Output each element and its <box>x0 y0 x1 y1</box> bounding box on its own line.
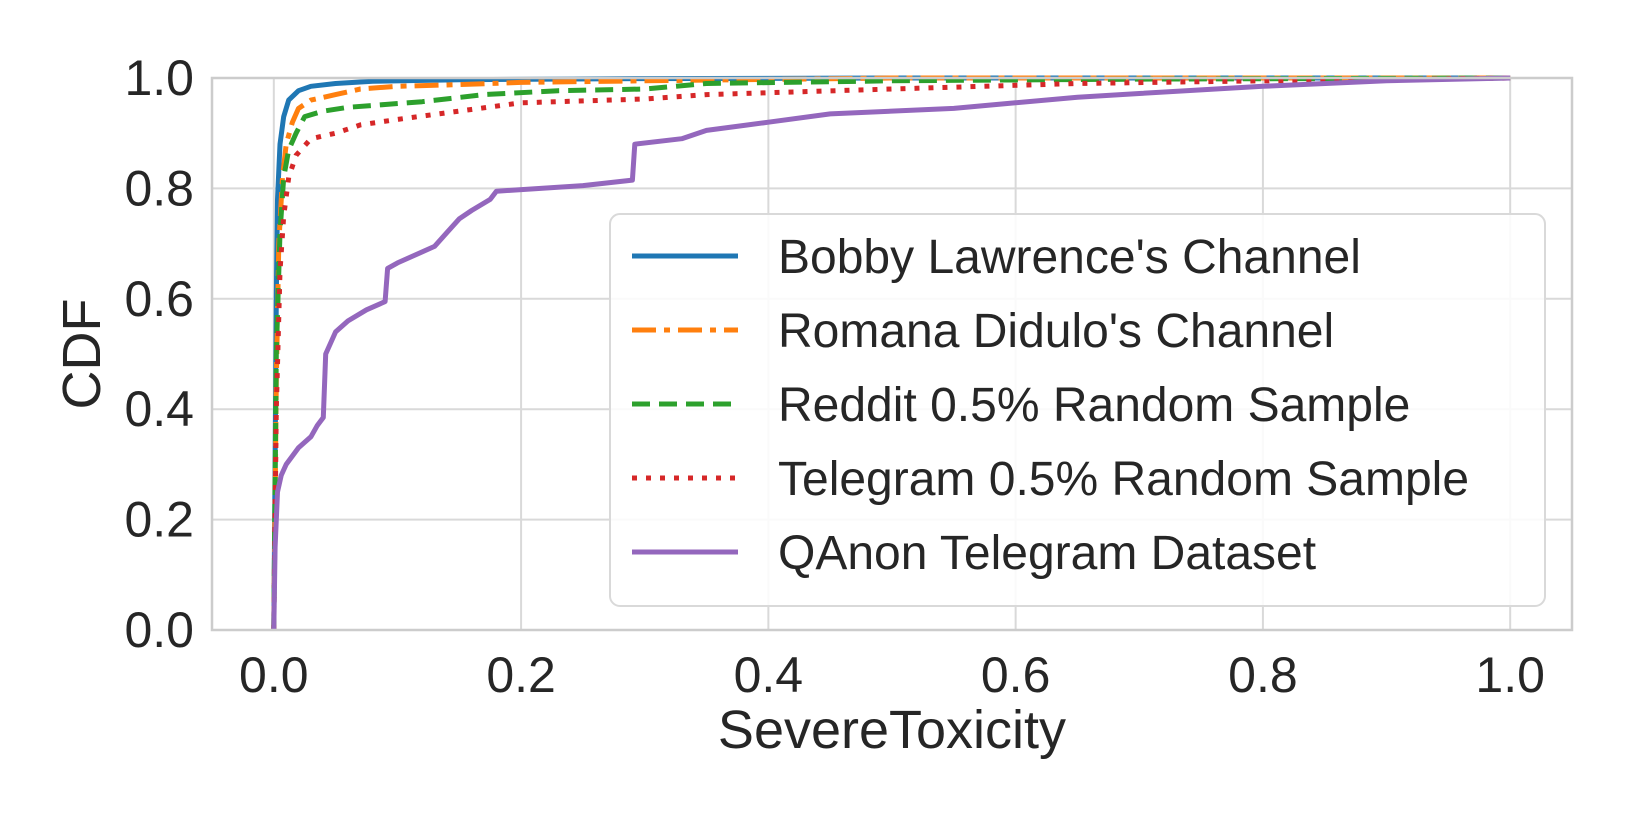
y-tick-label: 0.8 <box>124 160 194 216</box>
x-tick-label: 0.4 <box>734 647 804 703</box>
y-tick-label: 1.0 <box>124 50 194 106</box>
legend-label: Reddit 0.5% Random Sample <box>778 379 1410 432</box>
series-line-2 <box>271 75 1511 631</box>
y-tick-label: 0.6 <box>124 271 194 327</box>
y-tick-label: 0.0 <box>124 602 194 658</box>
x-axis-ticks: 0.0 0.2 0.4 0.6 0.8 1.0 <box>239 647 1545 703</box>
y-tick-label: 0.4 <box>124 381 194 437</box>
plot-frame <box>210 76 1574 632</box>
y-axis-ticks: 0.0 0.2 0.4 0.6 0.8 1.0 <box>124 50 194 658</box>
x-tick-label: 0.8 <box>1228 647 1298 703</box>
x-tick-label: 1.0 <box>1475 647 1545 703</box>
legend-label: Telegram 0.5% Random Sample <box>778 453 1469 506</box>
legend-label: Romana Didulo's Channel <box>778 305 1334 358</box>
y-tick-label: 0.2 <box>124 492 194 548</box>
x-tick-label: 0.0 <box>239 647 309 703</box>
legend: Bobby Lawrence's Channel Romana Didulo's … <box>609 213 1546 607</box>
y-axis-label: CDF <box>52 299 112 410</box>
legend-box <box>609 213 1546 607</box>
x-tick-label: 0.2 <box>486 647 556 703</box>
legend-label: Bobby Lawrence's Channel <box>778 231 1361 284</box>
series-line-4 <box>271 75 1511 631</box>
legend-label: QAnon Telegram Dataset <box>778 527 1316 580</box>
x-tick-label: 0.6 <box>981 647 1051 703</box>
x-axis-label: SevereToxicity <box>718 700 1066 760</box>
